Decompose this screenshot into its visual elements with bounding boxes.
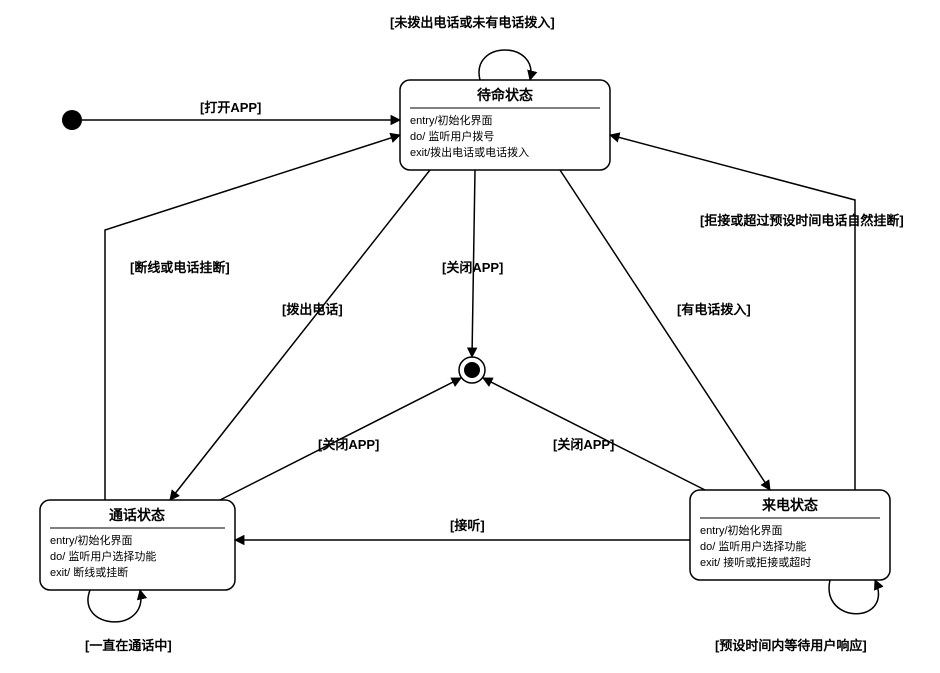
incoming-line2: exit/ 接听或拒接或超时	[700, 555, 811, 569]
edge-dial-out	[170, 170, 430, 500]
edge-no-call	[479, 50, 531, 80]
calling-line0: entry/初始化界面	[50, 533, 133, 547]
label-standby-close: [关闭APP]	[442, 260, 503, 275]
state-incoming: 来电状态 entry/初始化界面 do/ 监听用户选择功能 exit/ 接听或拒…	[690, 490, 890, 580]
standby-line2: exit/拨出电话或电话拨入	[410, 145, 529, 159]
label-in-call-loop: [一直在通话中]	[85, 638, 172, 653]
final-state	[459, 357, 485, 383]
edge-wait-response	[829, 580, 878, 614]
label-calling-close: [关闭APP]	[318, 437, 379, 452]
edge-in-call-loop	[88, 590, 141, 622]
calling-line1: do/ 监听用户选择功能	[50, 549, 156, 563]
initial-state	[62, 110, 82, 130]
standby-line0: entry/初始化界面	[410, 113, 493, 127]
incoming-line0: entry/初始化界面	[700, 523, 783, 537]
state-standby: 待命状态 entry/初始化界面 do/ 监听用户拨号 exit/拨出电话或电话…	[400, 80, 610, 170]
label-no-call: [未拨出电话或未有电话拨入]	[390, 15, 555, 30]
label-incoming-call: [有电话拨入]	[677, 302, 751, 317]
label-hangup: [断线或电话挂断]	[130, 260, 230, 275]
state-diagram: 待命状态 entry/初始化界面 do/ 监听用户拨号 exit/拨出电话或电话…	[0, 0, 940, 673]
standby-title: 待命状态	[477, 87, 533, 103]
label-wait-response: [预设时间内等待用户响应]	[715, 638, 867, 653]
standby-line1: do/ 监听用户拨号	[410, 129, 494, 143]
label-dial-out: [拨出电话]	[282, 302, 343, 317]
incoming-title: 来电状态	[761, 497, 818, 513]
state-calling: 通话状态 entry/初始化界面 do/ 监听用户选择功能 exit/ 断线或挂…	[40, 500, 235, 590]
label-reject-timeout: [拒接或超过预设时间电话自然挂断]	[700, 213, 904, 228]
calling-title: 通话状态	[109, 507, 165, 523]
edge-incoming-close	[483, 378, 705, 490]
calling-line2: exit/ 断线或挂断	[50, 565, 128, 579]
label-incoming-close: [关闭APP]	[553, 437, 614, 452]
label-answer: [接听]	[450, 518, 485, 533]
incoming-line1: do/ 监听用户选择功能	[700, 539, 806, 553]
label-open-app: [打开APP]	[200, 100, 261, 115]
